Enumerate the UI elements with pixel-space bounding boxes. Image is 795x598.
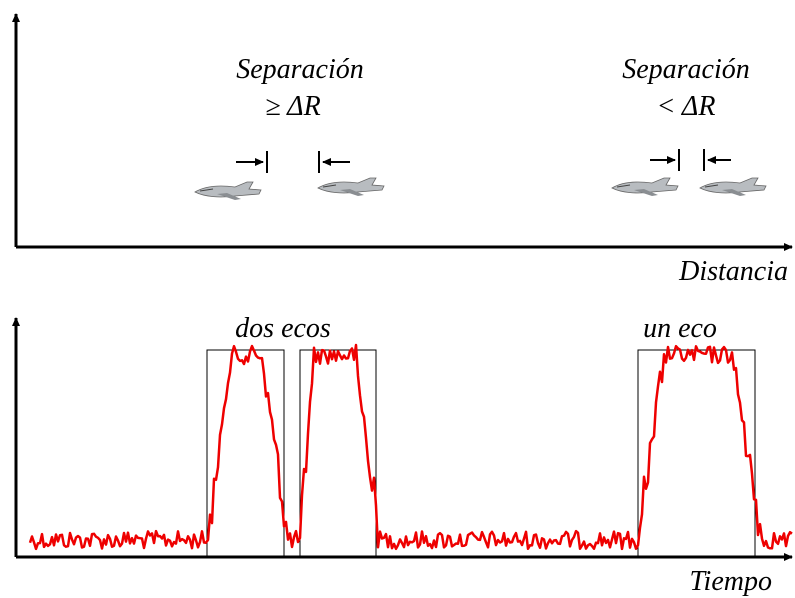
x-axis-label: Distancia: [678, 256, 788, 287]
one-echo-label: un eco: [643, 313, 717, 344]
right-condition: < ΔR: [657, 91, 716, 122]
echo-windows: [206, 349, 756, 558]
bottom-axes: [12, 317, 793, 561]
top-axes: [12, 13, 793, 251]
aircraft: [194, 177, 767, 201]
left-separation: Separación: [236, 54, 364, 85]
two-echoes-label: dos ecos: [235, 313, 331, 344]
right-separation: Separación: [622, 54, 750, 85]
separation-arrows: [236, 149, 731, 173]
left-condition: ≥ ΔR: [265, 91, 320, 122]
echo-signal: [28, 343, 793, 551]
x-axis-label-time: Tiempo: [690, 566, 772, 597]
